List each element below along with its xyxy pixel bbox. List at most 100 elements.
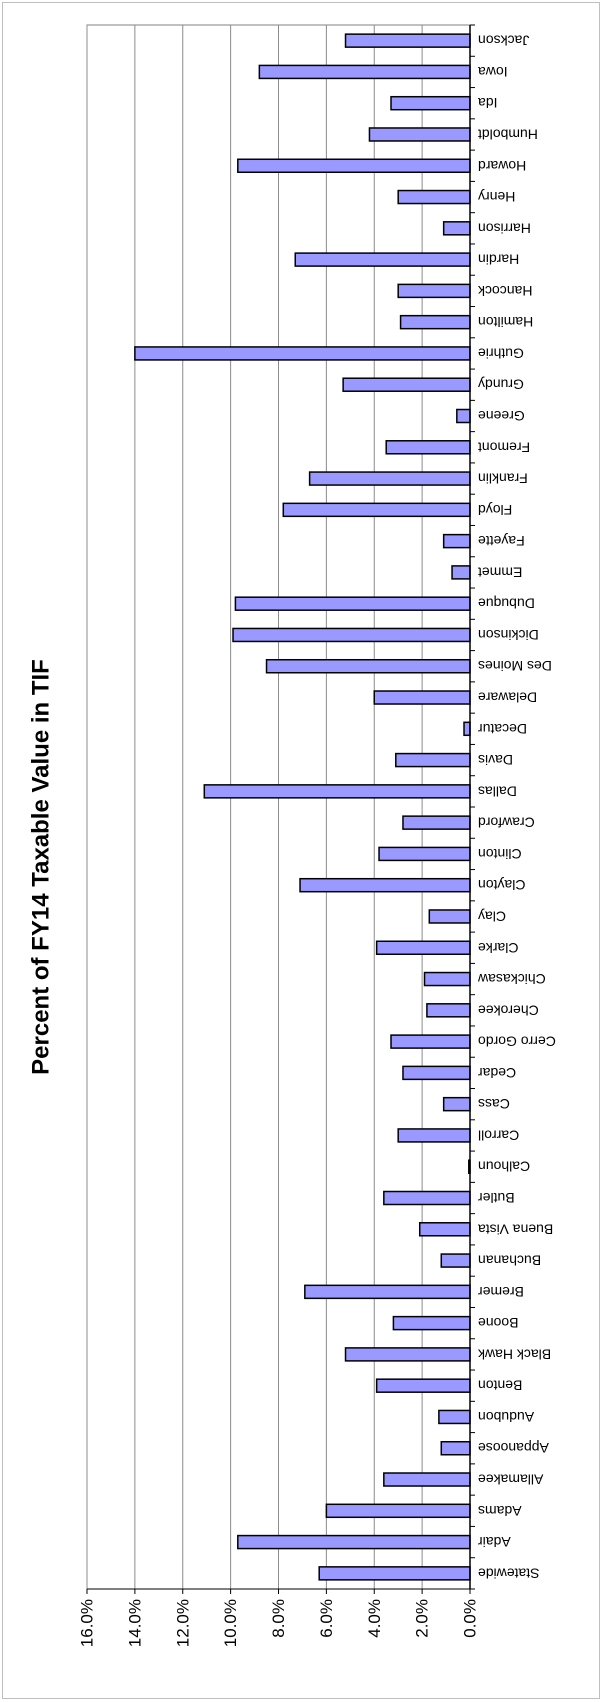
tick-label: 10.0% [221, 1599, 240, 1647]
category-label: Hamilton [478, 314, 533, 330]
category-label: Dallas [478, 783, 517, 799]
category-label: Cherokee [478, 1002, 539, 1018]
tick-label: 2.0% [413, 1599, 432, 1638]
category-label: Ida [478, 95, 498, 111]
category-label: Davis [478, 752, 513, 768]
category-label: Black Hawk [477, 1346, 551, 1362]
tick-label: 6.0% [317, 1599, 336, 1638]
category-label: Des Moines [478, 658, 552, 674]
bar [368, 127, 471, 142]
bar [428, 909, 471, 924]
bar [373, 690, 471, 705]
category-label: Clayton [478, 877, 525, 893]
bar [397, 189, 471, 205]
category-label: Fayette [478, 533, 525, 549]
bar [304, 1284, 471, 1300]
category-label: Clarke [478, 940, 519, 956]
category-label: Franklin [478, 471, 528, 487]
bar [344, 1347, 471, 1362]
category-label: Guthrie [478, 345, 524, 361]
category-label: Chickasaw [477, 971, 546, 987]
category-label: Appanoose [478, 1440, 549, 1456]
bar [397, 1128, 471, 1143]
tick-label: 12.0% [173, 1599, 192, 1647]
bar [438, 1409, 471, 1425]
bar [375, 1378, 471, 1393]
category-label: Audubon [478, 1409, 534, 1425]
category-label: Clay [478, 908, 506, 924]
bar [463, 721, 471, 737]
bar-chart: 0.0% 2.0% 4.0% 6.0% 8.0% 10.0% 12.0% 14.0% 16.0%… [28, 24, 556, 1647]
bar [282, 502, 471, 518]
bar [418, 1222, 471, 1237]
bar [237, 1534, 471, 1550]
bar [234, 596, 471, 611]
bar [344, 33, 471, 48]
bar [440, 1253, 471, 1268]
bar [442, 1096, 471, 1112]
category-label: Buena Vista [478, 1221, 553, 1237]
category-label: Iowa [478, 64, 508, 80]
category-label: Henry [478, 189, 515, 205]
category-label: Carroll [478, 1127, 519, 1143]
tick-labels: 0.0% 2.0% 4.0% 6.0% 8.0% 10.0% 12.0% 14.0% 16.0% [78, 1599, 480, 1647]
category-label: Butler [478, 1190, 515, 1206]
category-label: Jackson [478, 33, 529, 49]
bar [397, 283, 471, 299]
tick-label: 0.0% [461, 1599, 480, 1638]
bar [442, 533, 471, 549]
bar [299, 877, 471, 893]
bar [375, 940, 471, 956]
bar [399, 314, 471, 330]
bar [378, 846, 471, 862]
bar [390, 1034, 471, 1049]
category-label: Crawford [478, 815, 535, 831]
tick-label: 14.0% [125, 1599, 144, 1647]
category-label: Dickinson [478, 627, 539, 643]
category-label: Hardin [478, 252, 519, 268]
bar [456, 408, 471, 424]
category-label: Adair [478, 1534, 511, 1550]
category-label: Howard [478, 158, 526, 174]
value-axis [86, 24, 475, 1594]
category-label: Adams [478, 1503, 522, 1519]
category-label: Fremont [478, 439, 530, 455]
category-labels: Statewide Adair Adams Allamakee Appanoose Aud… [477, 33, 556, 1582]
category-label: Floyd [478, 502, 512, 518]
category-label: Cerro Gordo [478, 1034, 556, 1050]
bar [395, 752, 471, 768]
bar [325, 1503, 471, 1519]
tick-label: 8.0% [269, 1599, 288, 1638]
bar [232, 627, 471, 643]
bar [392, 1315, 471, 1331]
chart-title: Percent of FY14 Taxable Value in TIF [28, 659, 55, 1075]
category-label: Grundy [478, 377, 524, 393]
category-label: Harrison [478, 220, 531, 236]
category-label: Greene [478, 408, 525, 424]
bar [385, 440, 471, 455]
category-label: Delaware [478, 690, 537, 706]
bar [402, 815, 471, 830]
bar [258, 64, 471, 80]
category-label: Dubuque [478, 596, 535, 612]
category-label: Benton [478, 1378, 522, 1394]
bar [383, 1190, 471, 1206]
category-label: Buchanan [478, 1253, 541, 1269]
category-label: Cass [478, 1096, 510, 1112]
category-label: Cedar [478, 1065, 516, 1081]
bar [390, 95, 471, 111]
category-label: Allamakee [478, 1472, 544, 1488]
category-label: Statewide [478, 1565, 540, 1581]
category-label: Hancock [477, 283, 532, 299]
bar [423, 971, 471, 987]
category-label: Emmet [478, 564, 522, 580]
category-label: Bremer [478, 1284, 524, 1300]
bar [383, 1472, 471, 1487]
tick-label: 4.0% [365, 1599, 384, 1638]
tick-label: 16.0% [78, 1599, 97, 1647]
bar [265, 658, 471, 674]
bar [451, 565, 471, 580]
bar [426, 1003, 471, 1018]
bar [294, 252, 471, 267]
